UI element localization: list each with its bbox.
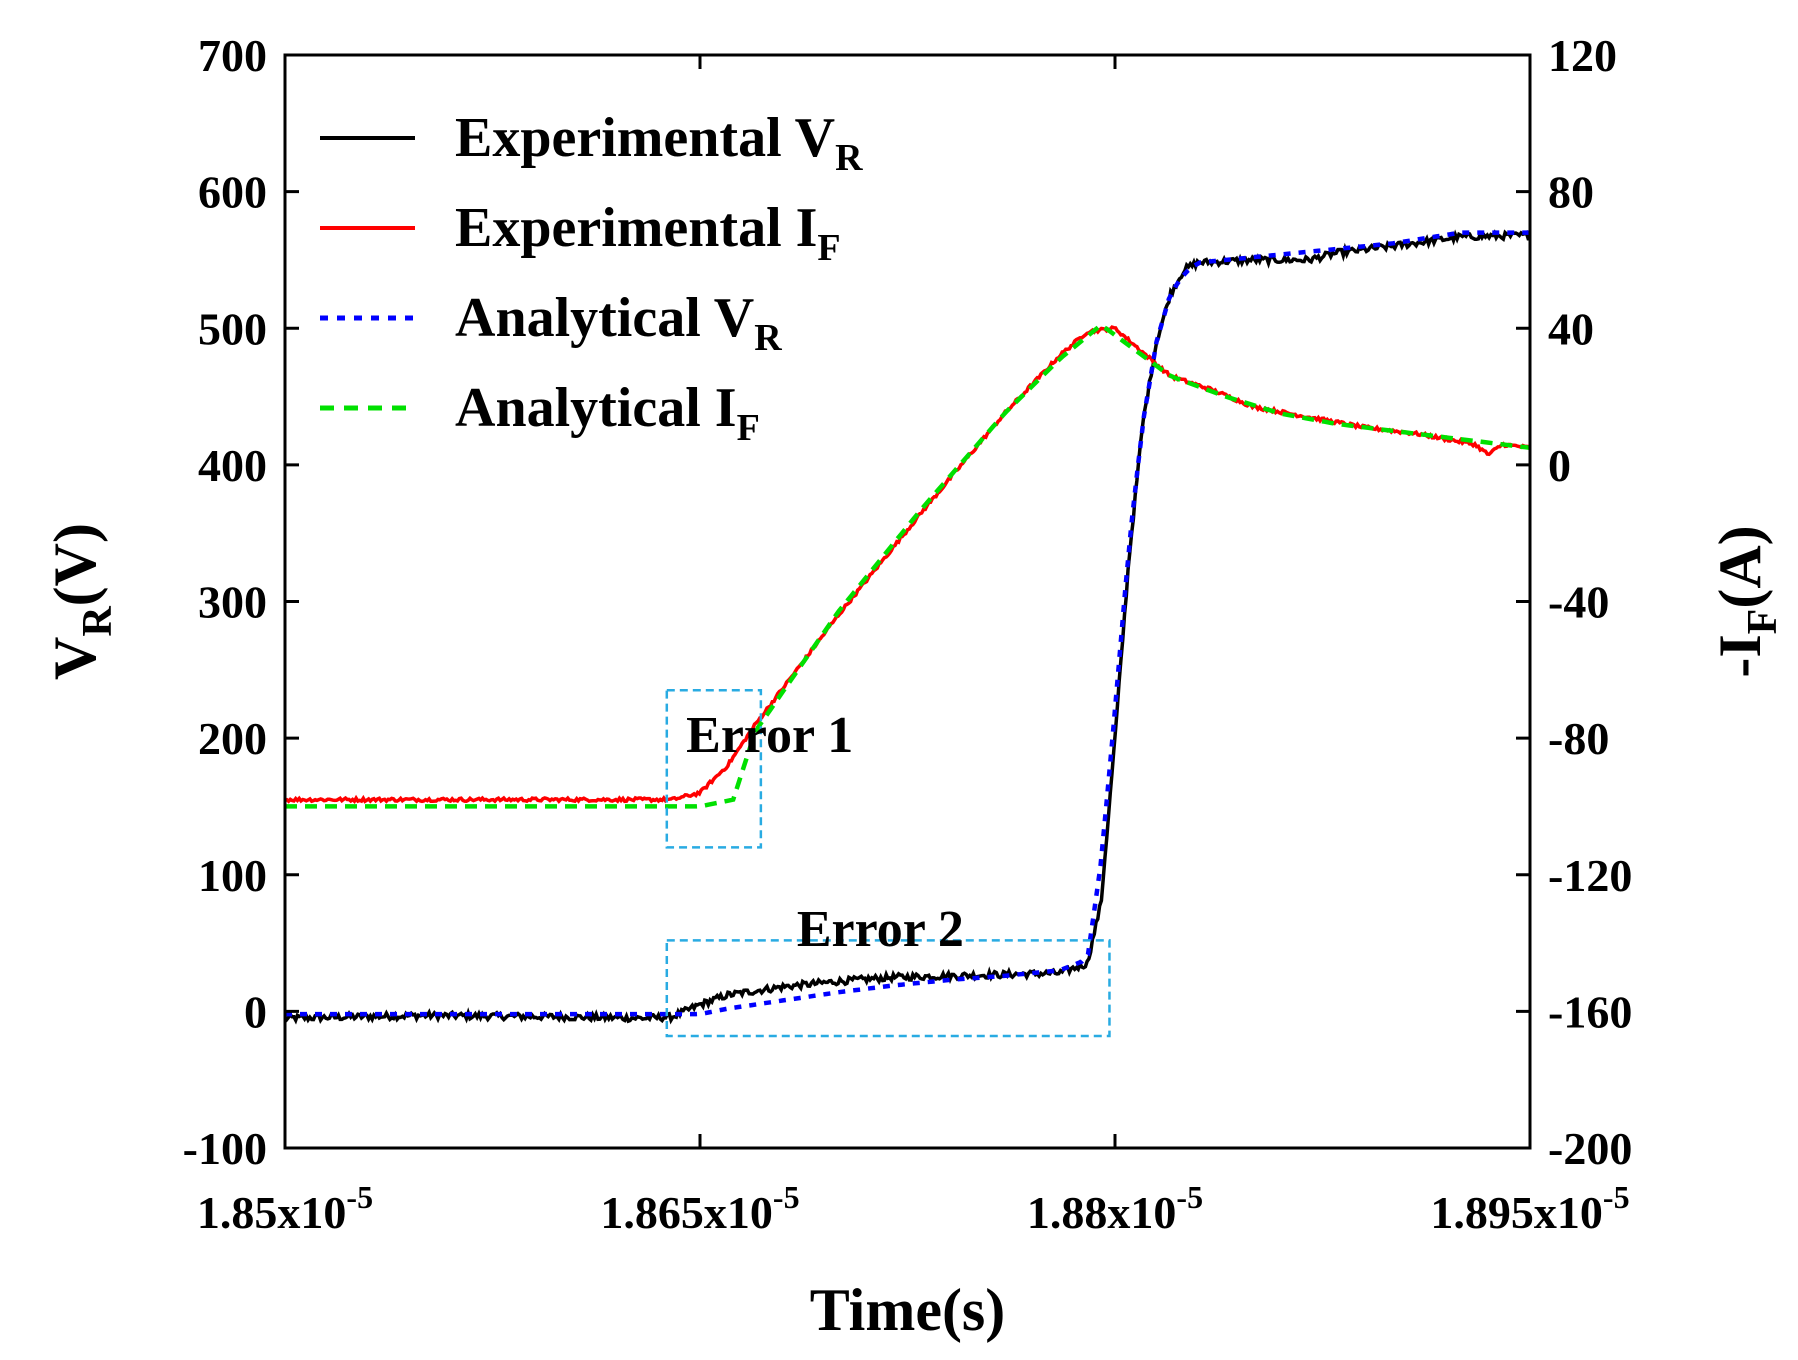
series-line-2 <box>285 230 1530 1017</box>
error-box-1 <box>665 689 763 849</box>
y-right-tick-label: -120 <box>1548 850 1632 901</box>
y-right-tick-label: -160 <box>1548 986 1632 1037</box>
x-tick-label: 1.88x10-5 <box>1027 1179 1203 1238</box>
error-label-2: Error 2 <box>797 901 964 958</box>
axis-titles: Time(s) VR(V) -IF(A) <box>42 523 1786 1343</box>
x-tick-label: 1.895x10-5 <box>1430 1179 1629 1238</box>
y-left-tick-label: 600 <box>198 167 267 218</box>
y-right-tick-label: -200 <box>1548 1123 1632 1174</box>
y-right-tick-label: 0 <box>1548 440 1571 491</box>
x-axis-title: Time(s) <box>810 1277 1006 1343</box>
y-left-tick-label: 400 <box>198 440 267 491</box>
y-right-tick-label: -80 <box>1548 713 1609 764</box>
series-line-1 <box>284 325 1532 805</box>
y-right-tick-label: -40 <box>1548 577 1609 628</box>
tick-layer: 1.85x10-5 1.865x10-5 1.88x10-5 1.895x10-5 -1… <box>183 30 1633 1238</box>
y-right-tick-label: 40 <box>1548 303 1594 354</box>
y-left-tick-label: 0 <box>244 986 267 1037</box>
error-box-2 <box>665 939 1111 1038</box>
legend-label: Experimental IF <box>455 197 841 269</box>
x-tick-label: 1.85x10-5 <box>197 1179 373 1238</box>
legend-label: Analytical IF <box>455 377 760 449</box>
y-right-tick-label: 80 <box>1548 167 1594 218</box>
series-line-3 <box>285 322 1531 809</box>
y-left-tick-label: 300 <box>198 577 267 628</box>
legend: Experimental VR Experimental IF Analytical… <box>320 107 863 449</box>
y-left-tick-label: 500 <box>198 303 267 354</box>
y-left-tick-label: 200 <box>198 713 267 764</box>
y-left-tick-label: 700 <box>198 30 267 81</box>
series-line-0 <box>283 229 1530 1025</box>
y-right-tick-label: 120 <box>1548 30 1617 81</box>
legend-label: Analytical VR <box>455 287 782 359</box>
y-right-axis-title: -IF(A) <box>1707 525 1786 677</box>
legend-label: Experimental VR <box>455 107 863 179</box>
annotation-layer: Error 1 Error 2 <box>665 689 1111 1038</box>
series-layer <box>283 229 1532 1025</box>
y-left-axis-title: VR(V) <box>42 523 121 680</box>
y-left-tick-label: -100 <box>183 1123 267 1174</box>
x-tick-label: 1.865x10-5 <box>600 1179 799 1238</box>
error-label-1: Error 1 <box>686 707 853 764</box>
y-left-tick-label: 100 <box>198 850 267 901</box>
